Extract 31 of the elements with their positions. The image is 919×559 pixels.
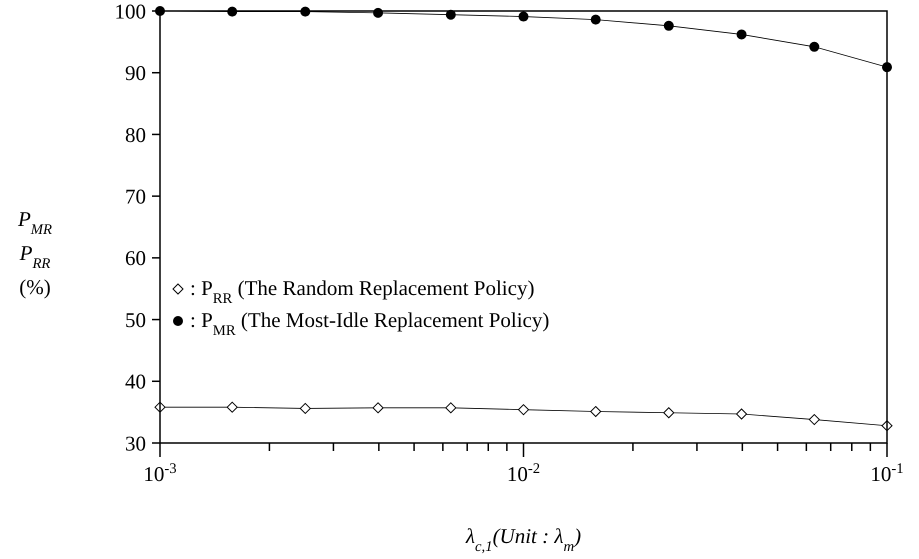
point — [808, 414, 820, 426]
y-tick-label: 90 — [125, 61, 146, 86]
y-tick-label: 100 — [114, 0, 146, 24]
point — [300, 402, 311, 414]
x-tick-label: 10$^{-2}$ — [506, 461, 540, 486]
text: P$_{RR}$ — [20, 241, 50, 272]
point — [518, 12, 528, 22]
point — [590, 406, 602, 418]
x-axis-title: λ$_{c,1}$(Unit : λ$_{m}$) — [464, 524, 582, 555]
point — [664, 20, 674, 31]
y-tick-label: 80 — [125, 122, 146, 147]
point — [663, 407, 674, 418]
y-tick-label: 40 — [125, 370, 146, 394]
x-tick-label: 10$^{-3}$ — [143, 461, 177, 486]
y-tick-label: 30 — [125, 431, 146, 456]
y-tick-label: 70 — [125, 184, 146, 208]
y-tick-label: 50 — [125, 308, 146, 332]
point — [590, 14, 601, 25]
point — [736, 408, 748, 420]
point — [445, 402, 456, 414]
point — [736, 29, 747, 40]
point — [372, 402, 384, 414]
legend-label: : P$_{RR}$ (The Random Replacement Policy) — [190, 276, 534, 307]
point — [518, 404, 529, 416]
x-tick-label: 10$^{-1}$ — [870, 461, 904, 486]
text: P$_{MR}$ — [18, 207, 52, 238]
point — [809, 42, 820, 52]
text: (%) — [19, 275, 51, 299]
point — [226, 402, 238, 413]
legend-label: : P$_{MR}$ (The Most-Idle Replacement Policy) — [190, 308, 550, 339]
y-tick-label: 60 — [125, 246, 146, 270]
